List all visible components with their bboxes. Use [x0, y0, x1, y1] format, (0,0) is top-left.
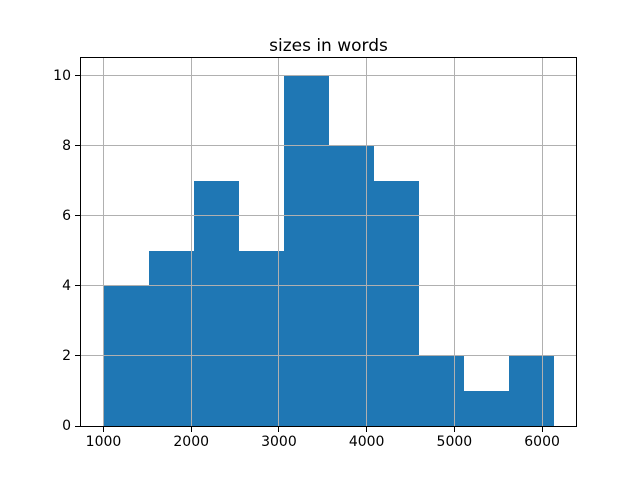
x-tick-label: 5000: [436, 434, 473, 450]
histogram-bar: [463, 390, 509, 426]
x-tick-label: 1000: [85, 434, 122, 450]
y-tick-label: 8: [62, 137, 71, 154]
gridline-x: [278, 58, 280, 426]
y-tick-mark: [75, 215, 80, 217]
y-tick-label: 0: [62, 418, 71, 434]
gridline-x: [190, 58, 192, 426]
histogram-bar: [148, 250, 194, 426]
histogram-bar: [508, 355, 554, 426]
gridline-y: [81, 145, 576, 147]
gridline-y: [81, 355, 576, 357]
y-tick-label: 6: [62, 207, 71, 224]
histogram-bar: [373, 180, 419, 426]
gridline-x: [103, 58, 104, 426]
histogram-bar: [193, 180, 239, 426]
x-tick-mark: [366, 427, 368, 432]
x-tick-label: 3000: [261, 434, 297, 450]
x-tick-label: 4000: [348, 434, 385, 450]
x-tick-label: 6000: [524, 434, 560, 450]
x-tick-label: 2000: [173, 434, 210, 450]
y-tick-label: 10: [53, 67, 71, 84]
histogram-bar: [238, 250, 284, 426]
x-tick-mark: [103, 427, 104, 432]
gridline-y: [81, 425, 576, 426]
y-tick-mark: [75, 145, 80, 147]
y-tick-mark: [75, 75, 80, 77]
gridline-y: [81, 215, 576, 217]
gridline-y: [81, 285, 576, 287]
gridline-x: [541, 58, 543, 426]
histogram-bar: [418, 355, 464, 426]
gridline-x: [366, 58, 368, 426]
x-tick-mark: [541, 427, 543, 432]
x-tick-mark: [190, 427, 192, 432]
y-tick-mark: [75, 285, 80, 287]
y-tick-mark: [75, 425, 80, 427]
plot-area: [80, 57, 577, 427]
y-tick-label: 2: [62, 347, 71, 364]
gridline-x: [453, 58, 455, 426]
gridline-y: [81, 75, 576, 77]
x-tick-mark: [278, 427, 280, 432]
y-tick-mark: [75, 355, 80, 357]
chart-title: sizes in words: [269, 36, 388, 56]
histogram-bar: [283, 75, 329, 426]
x-tick-mark: [453, 427, 455, 432]
y-tick-label: 4: [62, 277, 71, 294]
